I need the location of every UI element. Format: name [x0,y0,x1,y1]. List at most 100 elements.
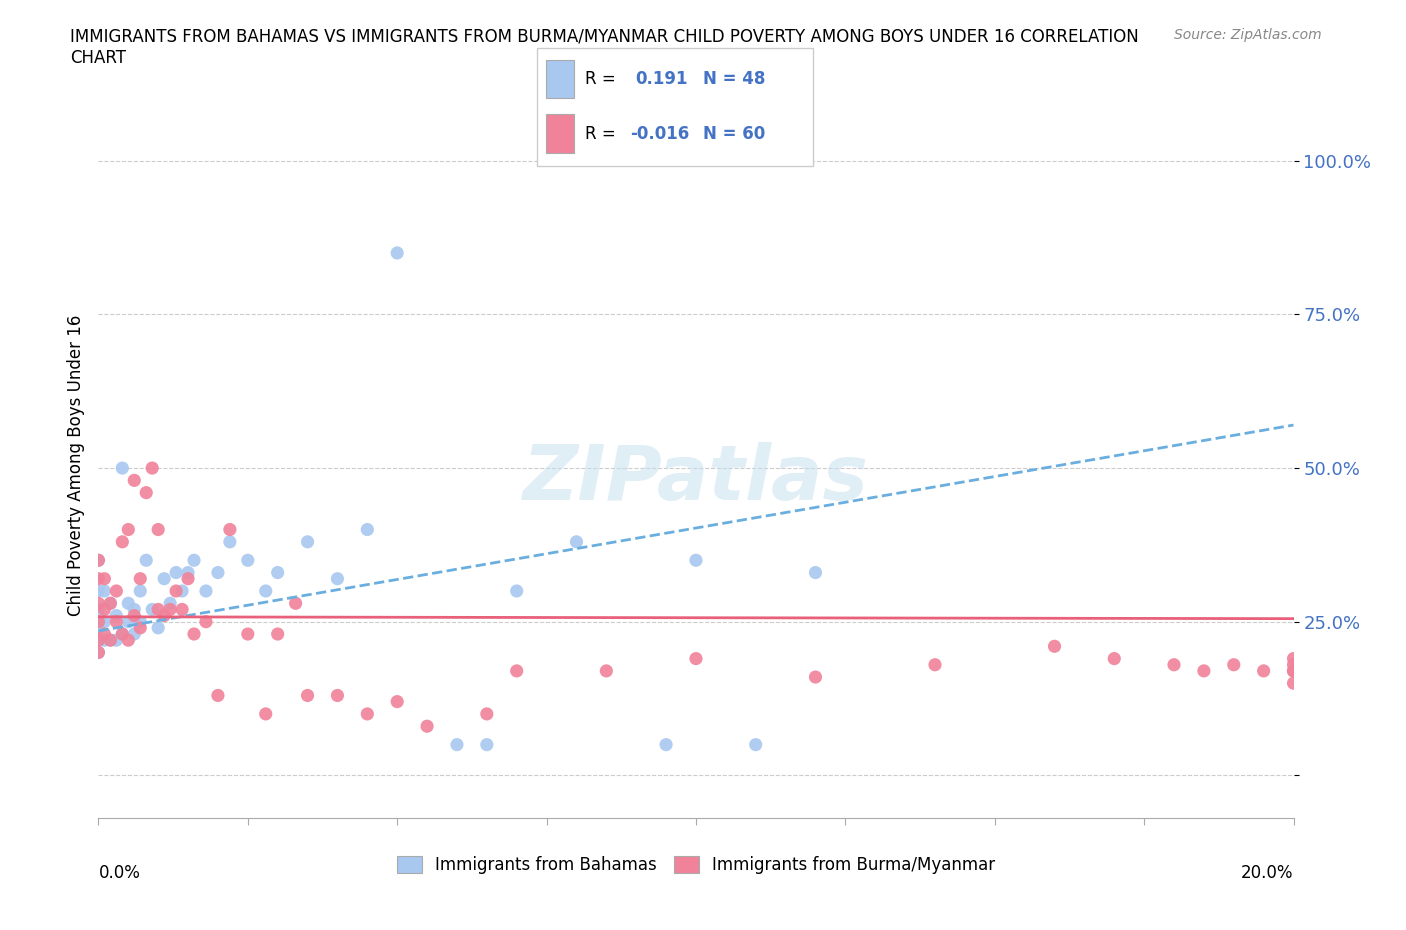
Point [87,632,110,647]
Point [87,552,110,567]
Text: -0.016: -0.016 [630,125,689,142]
Point [98,596,122,611]
Point [385,246,409,260]
Point [356,707,378,722]
Point [1163,658,1185,672]
Point [135,485,157,500]
Point [172,602,194,617]
Point [1282,651,1305,666]
Point [297,688,319,703]
Point [267,565,290,580]
Point [93,615,115,630]
Point [267,627,290,642]
Point [98,632,122,647]
Point [446,737,468,752]
Point [105,583,128,598]
Point [506,583,529,598]
Point [159,602,181,617]
Text: ZIPatlas: ZIPatlas [523,442,869,516]
Point [745,737,768,752]
Point [135,552,157,567]
Point [506,663,529,678]
Point [924,658,946,672]
Point [804,565,827,580]
Point [475,737,498,752]
FancyBboxPatch shape [537,47,813,166]
Point [93,632,115,647]
Point [685,651,707,666]
Text: Source: ZipAtlas.com: Source: ZipAtlas.com [1174,28,1322,42]
Text: R =: R = [585,125,621,142]
Point [111,460,134,475]
Point [87,645,110,660]
Point [124,602,146,617]
Point [98,632,122,647]
Point [326,688,349,703]
Point [595,663,617,678]
Point [177,571,200,586]
Point [148,620,170,635]
Point [93,602,115,617]
Point [117,522,139,537]
Point [148,602,170,617]
Legend: Immigrants from Bahamas, Immigrants from Burma/Myanmar: Immigrants from Bahamas, Immigrants from… [391,849,1001,881]
Point [685,552,707,567]
Point [475,707,498,722]
Point [219,535,242,550]
Point [284,596,307,611]
Text: R =: R = [585,70,621,88]
Point [219,522,242,537]
Point [165,565,187,580]
Point [141,460,163,475]
Point [111,535,134,550]
Text: N = 48: N = 48 [703,70,765,88]
Point [297,535,319,550]
Point [105,615,128,630]
Point [165,583,187,598]
Point [254,707,277,722]
Point [416,719,439,734]
Point [655,737,678,752]
Point [124,473,146,488]
Point [153,608,176,623]
Point [124,627,146,642]
Text: IMMIGRANTS FROM BAHAMAS VS IMMIGRANTS FROM BURMA/MYANMAR CHILD POVERTY AMONG BOY: IMMIGRANTS FROM BAHAMAS VS IMMIGRANTS FR… [70,28,1139,67]
Point [105,608,128,623]
Point [141,602,163,617]
Point [177,565,200,580]
Point [87,615,110,630]
Point [87,571,110,586]
Text: 0.191: 0.191 [636,70,688,88]
Point [1253,663,1275,678]
Point [1282,663,1305,678]
Point [565,535,588,550]
Point [124,608,146,623]
Point [87,645,110,660]
Point [172,583,194,598]
Point [93,627,115,642]
Point [1104,651,1126,666]
Point [129,583,152,598]
Point [236,627,259,642]
Point [183,552,205,567]
Y-axis label: Child Poverty Among Boys Under 16: Child Poverty Among Boys Under 16 [66,314,84,616]
Point [111,627,134,642]
Point [148,522,170,537]
Point [207,565,229,580]
Point [183,627,205,642]
Point [1223,658,1246,672]
Point [87,602,110,617]
Point [129,615,152,630]
Point [87,632,110,647]
Point [87,596,110,611]
Point [195,615,218,630]
Text: N = 60: N = 60 [703,125,765,142]
Point [195,583,218,598]
Point [87,552,110,567]
Point [804,670,827,684]
Point [1282,658,1305,672]
Point [111,627,134,642]
Text: 0.0%: 0.0% [98,865,141,883]
Point [1282,676,1305,691]
Point [1282,663,1305,678]
